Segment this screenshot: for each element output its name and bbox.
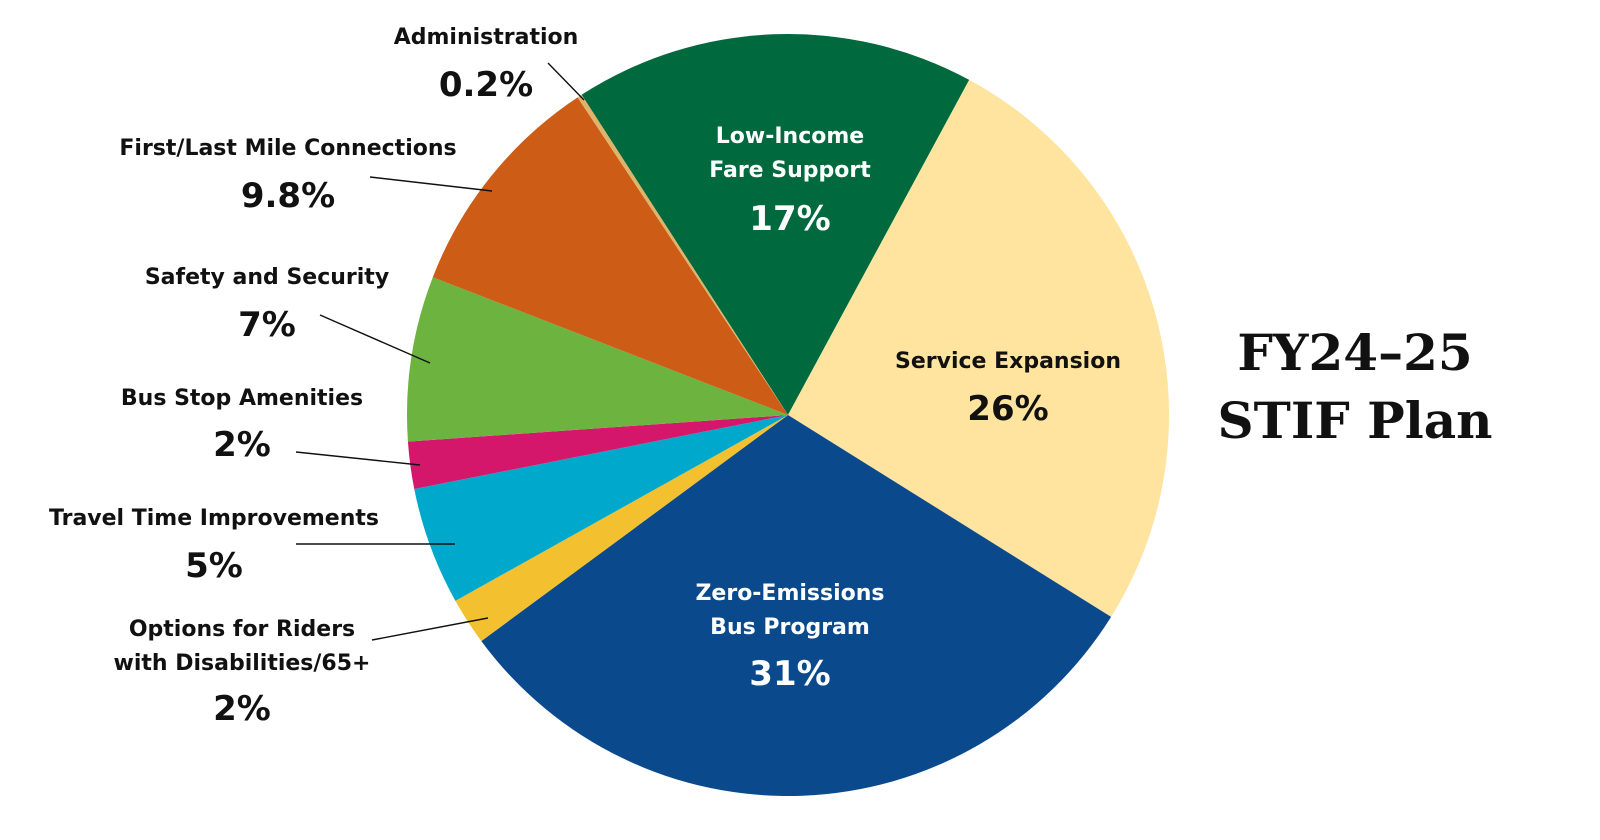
title-line-2: STIF Plan: [1218, 391, 1493, 450]
slice-labels: Low-Income Fare Support 17% Service Expansi…: [49, 25, 1121, 729]
slice-service-expansion: [788, 79, 1170, 617]
leader-line-administration: [547, 62, 585, 101]
slice-name-line: Service Expansion: [895, 349, 1121, 374]
slice-name-line: Administration: [394, 25, 579, 50]
slice-name-line: Low-Income: [716, 124, 864, 149]
leader-line-first-last-mile-connections: [369, 176, 493, 192]
slice-value: 0.2%: [439, 65, 533, 105]
slice-safety-and-security: [407, 277, 788, 442]
slice-bus-stop-amenities: [407, 415, 788, 490]
slice-name-line: with Disabilities/65+: [114, 651, 371, 676]
slice-name-line: Safety and Security: [145, 265, 389, 290]
leader-line-options-for-riders-with-disabilities-65: [371, 617, 489, 641]
slice-value: 2%: [213, 425, 271, 465]
slice-value: 17%: [749, 199, 830, 239]
label-safety-and-security: Safety and Security 7%: [145, 265, 389, 345]
slice-name-line: Fare Support: [709, 158, 871, 183]
slice-first-last-mile-connections: [432, 97, 788, 416]
slice-value: 9.8%: [241, 176, 335, 216]
slice-value: 31%: [749, 654, 830, 694]
label-service-expansion: Service Expansion 26%: [895, 349, 1121, 429]
slice-name-line: Bus Program: [710, 615, 870, 640]
slice-value: 5%: [185, 546, 243, 586]
label-travel-time-improvements: Travel Time Improvements 5%: [49, 506, 379, 586]
title-line-1: FY24–25: [1237, 323, 1472, 382]
slice-options-for-riders-with-disabilities-65: [455, 415, 788, 642]
slice-low-income-fare-support: [581, 34, 970, 415]
slice-name-line: Zero-Emissions: [695, 581, 884, 606]
leader-line-safety-and-security: [319, 314, 431, 364]
slice-value: 7%: [238, 305, 296, 345]
label-administration: Administration 0.2%: [394, 25, 579, 105]
slice-name-line: Travel Time Improvements: [49, 506, 379, 531]
chart-title: FY24–25 STIF Plan: [1218, 323, 1493, 450]
slice-value: 26%: [967, 389, 1048, 429]
slice-zero-emissions-bus-program: [481, 415, 1112, 796]
slice-travel-time-improvements: [414, 415, 788, 601]
slice-name-line: First/Last Mile Connections: [119, 136, 456, 161]
slice-value: 2%: [213, 689, 271, 729]
slice-administration: [577, 94, 788, 415]
label-zero-emissions-bus-program: Zero-Emissions Bus Program 31%: [695, 581, 884, 694]
slice-name-line: Options for Riders: [129, 617, 355, 642]
label-bus-stop-amenities: Bus Stop Amenities 2%: [121, 386, 363, 465]
leader-line-bus-stop-amenities: [295, 451, 421, 466]
pie-slices: [407, 34, 1170, 796]
label-low-income-fare-support: Low-Income Fare Support 17%: [709, 124, 871, 239]
label-first-last-mile-connections: First/Last Mile Connections 9.8%: [119, 136, 456, 216]
label-options-for-riders-with-disabilities-65: Options for Riders with Disabilities/65+ 2…: [114, 617, 371, 729]
slice-name-line: Bus Stop Amenities: [121, 386, 363, 411]
leader-lines: [295, 62, 585, 641]
